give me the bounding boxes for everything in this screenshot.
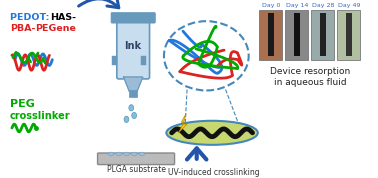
Text: Day 14: Day 14	[286, 3, 308, 8]
Text: Ink: Ink	[125, 41, 142, 51]
Bar	[112, 56, 117, 66]
Bar	[268, 14, 274, 56]
Polygon shape	[178, 114, 187, 133]
Text: Day 0: Day 0	[262, 3, 280, 8]
Bar	[141, 56, 146, 66]
Ellipse shape	[131, 152, 137, 156]
Bar	[259, 10, 282, 60]
Ellipse shape	[116, 152, 122, 156]
Ellipse shape	[129, 105, 134, 111]
Text: Day 28: Day 28	[311, 3, 334, 8]
Polygon shape	[124, 77, 143, 91]
Text: PBA-: PBA-	[10, 24, 36, 33]
Text: PEG: PEG	[10, 99, 35, 109]
Text: HAS-: HAS-	[50, 14, 76, 22]
Ellipse shape	[132, 112, 136, 119]
Text: in aqueous fluid: in aqueous fluid	[274, 78, 347, 87]
Text: UV-induced crosslinking: UV-induced crosslinking	[168, 168, 260, 177]
FancyBboxPatch shape	[111, 12, 155, 23]
FancyBboxPatch shape	[98, 153, 175, 165]
Text: PEGene: PEGene	[35, 24, 76, 33]
FancyBboxPatch shape	[117, 15, 150, 79]
Bar	[129, 90, 137, 97]
Bar	[337, 10, 360, 60]
Text: PEDOT:: PEDOT:	[10, 14, 53, 22]
Text: PLGA substrate: PLGA substrate	[107, 165, 166, 174]
Ellipse shape	[108, 152, 114, 156]
Text: Day 49: Day 49	[338, 3, 360, 8]
Bar	[311, 10, 334, 60]
FancyArrowPatch shape	[187, 148, 206, 159]
Ellipse shape	[124, 116, 129, 122]
Bar	[285, 10, 308, 60]
Bar	[346, 14, 352, 56]
FancyArrowPatch shape	[79, 0, 119, 8]
Text: Device resorption: Device resorption	[270, 67, 350, 76]
Ellipse shape	[166, 121, 258, 145]
Text: crosslinker: crosslinker	[10, 111, 71, 121]
Bar	[294, 14, 300, 56]
Ellipse shape	[124, 152, 129, 156]
Ellipse shape	[139, 152, 145, 156]
Bar	[320, 14, 326, 56]
Ellipse shape	[164, 21, 249, 90]
